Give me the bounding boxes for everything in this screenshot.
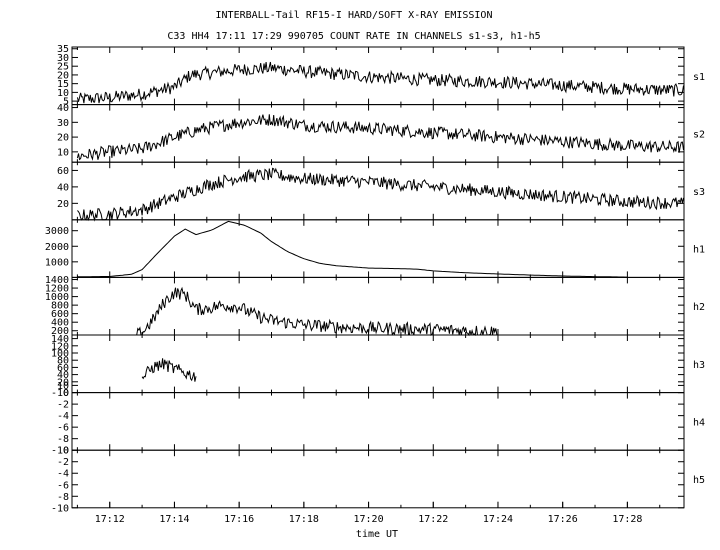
x-tick-label: 17:18 <box>289 514 319 525</box>
chart-title: INTERBALL-Tail RF15-I HARD/SOFT X-RAY EM… <box>216 10 493 21</box>
panel-frame <box>71 46 685 106</box>
panel-frame <box>71 449 685 509</box>
x-tick-label: 17:14 <box>159 514 189 525</box>
y-tick-label: 30 <box>57 53 69 64</box>
y-tick-label: 25 <box>57 62 69 73</box>
y-tick-label: 140 <box>51 334 69 345</box>
y-tick-label: 3000 <box>45 226 69 237</box>
x-tick-label: 17:28 <box>612 514 642 525</box>
panel-frame <box>71 219 685 278</box>
x-tick-label: 17:20 <box>354 514 384 525</box>
x-tick-label: 17:12 <box>95 514 125 525</box>
series-line-h2 <box>136 286 498 337</box>
y-tick-label: 1200 <box>45 284 69 295</box>
y-tick-label: 200 <box>51 326 69 337</box>
y-tick-label: 15 <box>57 79 69 90</box>
y-tick-label: 0 <box>63 446 69 457</box>
y-tick-label: 20 <box>57 377 69 388</box>
panel-frame <box>71 104 685 163</box>
y-tick-label: 40 <box>57 182 69 193</box>
y-tick-label: 10 <box>57 88 69 99</box>
channel-label-h1: h1 <box>693 245 705 256</box>
y-tick-label: 10 <box>57 381 69 392</box>
y-tick-label: -8 <box>57 434 69 445</box>
panel-h1: 1000 2000 3000 h1 <box>45 219 705 278</box>
y-tick-label: -10 <box>51 388 69 399</box>
chart-subtitle: C33 HH4 17:11 17:29 990705 COUNT RATE IN… <box>167 31 540 42</box>
y-tick-label: 10 <box>57 147 69 158</box>
channel-label-s3: s3 <box>693 187 705 198</box>
series-line-h3 <box>141 358 197 382</box>
y-tick-label: 40 <box>57 370 69 381</box>
y-tick-label: 30 <box>57 118 69 129</box>
y-tick-label: -10 <box>51 446 69 457</box>
series-line-s2 <box>76 114 684 161</box>
channel-label-h4: h4 <box>693 417 705 428</box>
channel-label-h2: h2 <box>693 302 705 313</box>
x-tick-label: 17:26 <box>548 514 578 525</box>
y-tick-label: 100 <box>51 349 69 360</box>
y-tick-label: 60 <box>57 363 69 374</box>
y-tick-label: 35 <box>57 44 69 55</box>
y-tick-label: 2000 <box>45 242 69 253</box>
y-tick-label: 20 <box>57 199 69 210</box>
y-tick-label: -6 <box>57 423 69 434</box>
channel-label-s1: s1 <box>693 72 705 83</box>
y-tick-label: 800 <box>51 301 69 312</box>
series-line-s1 <box>76 61 684 104</box>
panel-frame <box>71 161 685 221</box>
x-axis-label: time UT <box>356 529 398 540</box>
y-tick-label: 20 <box>57 133 69 144</box>
y-tick-label: -2 <box>57 400 69 411</box>
y-tick-label: 40 <box>57 103 69 114</box>
panels-group: 5101520253035s110203040s2204060s31000200… <box>45 44 705 514</box>
y-tick-label: 600 <box>51 309 69 320</box>
series-line-s3 <box>77 167 684 222</box>
panel-s3: 20 40 60 s3 <box>57 161 705 222</box>
x-tick-label: 17:24 <box>483 514 513 525</box>
y-tick-label: -8 <box>57 492 69 503</box>
series-line-h1 <box>77 220 628 278</box>
x-tick-label: 17:16 <box>224 514 254 525</box>
y-tick-label: 80 <box>57 356 69 367</box>
y-tick-label: 60 <box>57 166 69 177</box>
y-tick-label: 1000 <box>45 292 69 303</box>
channel-label-h5: h5 <box>693 475 705 486</box>
y-tick-label: -4 <box>57 411 69 422</box>
y-tick-label: 20 <box>57 70 69 81</box>
y-tick-label: -10 <box>51 503 69 514</box>
y-tick-label: -6 <box>57 480 69 491</box>
channel-label-h3: h3 <box>693 360 705 371</box>
y-tick-label: 0 <box>63 388 69 399</box>
y-tick-label: 5 <box>63 97 69 108</box>
panel-frame <box>71 392 685 451</box>
y-tick-label: 1000 <box>45 257 69 268</box>
panel-s2: 10 20 30 40 s2 <box>57 103 705 163</box>
channel-label-s2: s2 <box>693 129 705 140</box>
y-tick-label: 1400 <box>45 275 69 286</box>
y-tick-label: -4 <box>57 469 69 480</box>
x-axis: 17:12 17:14 17:16 17:18 17:20 17:22 17:24 17:26… <box>95 501 642 525</box>
y-tick-label: 120 <box>51 341 69 352</box>
y-tick-label: 400 <box>51 318 69 329</box>
y-tick-label: -2 <box>57 457 69 468</box>
x-tick-label: 17:22 <box>418 514 448 525</box>
